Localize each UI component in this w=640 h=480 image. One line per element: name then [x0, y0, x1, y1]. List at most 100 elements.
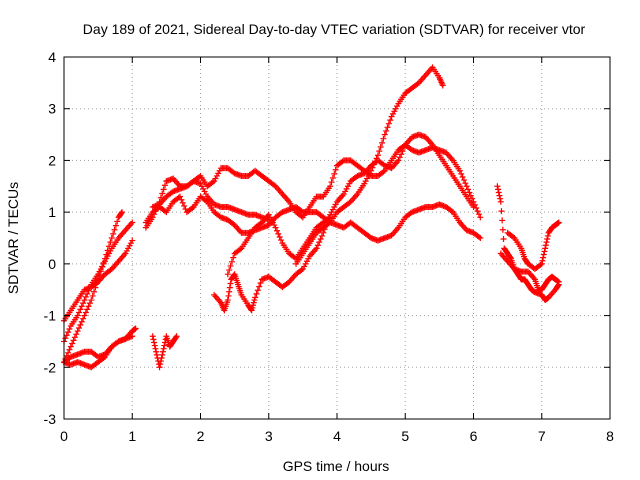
- data-point: [495, 186, 502, 193]
- data-point: [230, 272, 237, 279]
- data-point: [157, 361, 164, 368]
- data-point: [331, 170, 338, 177]
- data-point: [112, 222, 119, 229]
- data-point: [158, 354, 165, 361]
- data-point: [71, 334, 78, 341]
- data-point: [129, 333, 136, 340]
- data-point: [69, 340, 76, 347]
- data-point: [107, 239, 114, 246]
- data-point: [73, 331, 80, 338]
- data-point: [439, 82, 446, 89]
- y-tick-label: 0: [48, 256, 56, 272]
- data-point: [177, 193, 184, 200]
- data-point: [317, 236, 324, 243]
- data-point: [399, 148, 406, 155]
- data-point: [224, 271, 231, 278]
- data-point: [466, 189, 473, 196]
- data-point: [272, 224, 279, 231]
- data-point: [162, 182, 169, 189]
- data-point: [276, 233, 283, 240]
- data-point: [316, 239, 323, 246]
- data-point: [153, 351, 160, 358]
- data-point: [172, 334, 179, 341]
- data-point: [159, 348, 166, 355]
- chart-title: Day 189 of 2021, Sidereal Day-to-day VTE…: [83, 21, 586, 37]
- data-series: [142, 193, 484, 244]
- data-point: [537, 261, 544, 268]
- data-point: [541, 248, 548, 255]
- data-point: [228, 258, 235, 265]
- data-point: [80, 300, 87, 307]
- data-point: [384, 124, 391, 131]
- data-point: [252, 294, 259, 301]
- data-point: [80, 315, 87, 322]
- data-point: [498, 208, 505, 215]
- data-point: [78, 303, 85, 310]
- data-point: [129, 219, 136, 226]
- data-point: [499, 217, 506, 224]
- data-point: [278, 237, 285, 244]
- data-point: [151, 342, 158, 349]
- data-point: [385, 120, 392, 127]
- data-point: [542, 245, 549, 252]
- data-series: [149, 333, 180, 371]
- data-point: [448, 208, 455, 215]
- data-point: [82, 309, 89, 316]
- data-point: [181, 202, 188, 209]
- data-point: [178, 196, 185, 203]
- data-point: [543, 239, 550, 246]
- data-point: [555, 219, 562, 226]
- data-point: [111, 226, 118, 233]
- x-tick-label: 3: [265, 428, 273, 444]
- x-tick-label: 8: [606, 428, 614, 444]
- y-tick-label: 2: [48, 152, 56, 168]
- data-point: [542, 242, 549, 249]
- data-point: [374, 152, 381, 159]
- x-tick-label: 7: [538, 428, 546, 444]
- data-point: [380, 168, 387, 175]
- data-point: [327, 214, 334, 221]
- data-point: [159, 351, 166, 358]
- data-point: [473, 205, 480, 212]
- data-point: [377, 143, 384, 150]
- data-point: [458, 170, 465, 177]
- data-point: [325, 215, 332, 222]
- data-point: [65, 349, 72, 356]
- data-point: [179, 199, 186, 206]
- data-point: [379, 139, 386, 146]
- data-point: [225, 292, 232, 299]
- data-point: [369, 164, 376, 171]
- data-point: [387, 117, 394, 124]
- data-point: [538, 260, 545, 267]
- data-point: [555, 278, 562, 285]
- x-tick-label: 1: [128, 428, 136, 444]
- data-point: [237, 246, 244, 253]
- data-point: [459, 173, 466, 180]
- data-point: [463, 183, 470, 190]
- data-point: [84, 290, 91, 297]
- data-point: [66, 346, 73, 353]
- data-series: [504, 219, 562, 273]
- data-point: [230, 254, 237, 261]
- data-point: [118, 210, 125, 217]
- data-point: [368, 167, 375, 174]
- data-point: [329, 175, 336, 182]
- data-point: [227, 280, 234, 287]
- data-point: [474, 208, 481, 215]
- data-point: [156, 364, 163, 371]
- data-point: [160, 345, 167, 352]
- data-point: [465, 186, 472, 193]
- data-point: [226, 284, 233, 291]
- data-point: [93, 280, 100, 287]
- data-point: [132, 325, 139, 332]
- data-series: [293, 64, 446, 267]
- data-series: [497, 250, 562, 293]
- data-point: [114, 218, 121, 225]
- data-point: [544, 236, 551, 243]
- data-point: [76, 309, 83, 316]
- data-point: [196, 173, 203, 180]
- data-point: [70, 337, 77, 344]
- data-point: [456, 167, 463, 174]
- data-point: [475, 211, 482, 218]
